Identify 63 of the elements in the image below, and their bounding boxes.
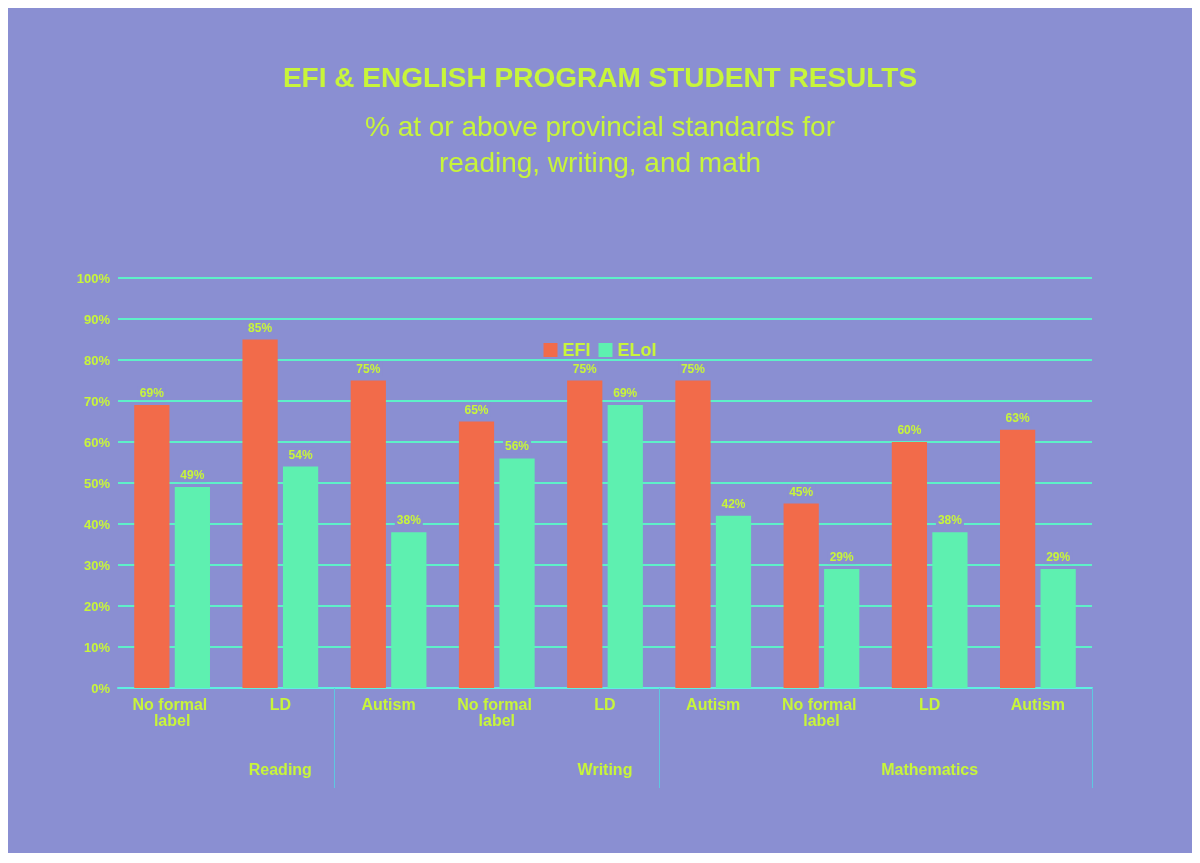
x-tick-label: No formal label — [781, 695, 862, 729]
x-tick-label: Autism — [1010, 695, 1066, 713]
bar — [824, 569, 860, 688]
bar — [350, 380, 386, 688]
y-tick-label: 20% — [83, 598, 111, 614]
y-tick-label: 30% — [83, 557, 111, 573]
data-label: 85% — [248, 320, 273, 335]
bar — [282, 466, 319, 688]
data-label: 75% — [356, 361, 381, 376]
bar — [1000, 429, 1036, 688]
data-label: 29% — [1046, 550, 1071, 565]
x-tick-label: No formal label — [132, 695, 212, 729]
bar — [458, 421, 495, 688]
x-tick-label: LD — [269, 695, 291, 713]
data-label: 29% — [829, 550, 855, 565]
data-label: 60% — [897, 423, 922, 437]
chart-title: EFI & ENGLISH PROGRAM STUDENT RESULTS — [282, 61, 918, 93]
legend-label: ELoI — [617, 340, 657, 360]
bar — [1040, 569, 1076, 688]
y-tick-label: 0% — [91, 680, 111, 696]
bar — [174, 487, 210, 688]
x-tick-label: Autism — [361, 695, 416, 713]
data-label: 42% — [721, 496, 746, 511]
bar — [932, 532, 968, 688]
data-label: 75% — [572, 361, 598, 376]
bar — [891, 442, 928, 688]
x-tick-label: Autism — [686, 695, 741, 713]
text: Mathematics — [881, 760, 979, 778]
data-label: 38% — [937, 513, 963, 528]
bar — [675, 380, 711, 688]
y-tick-label: 10% — [83, 639, 111, 655]
bar — [242, 339, 278, 688]
bar — [134, 405, 170, 688]
x-tick-label: LD — [919, 695, 941, 713]
bar — [391, 532, 427, 688]
y-tick-label: 40% — [83, 516, 111, 532]
y-tick-label: 50% — [83, 475, 111, 491]
x-tick-label: LD — [594, 695, 616, 713]
bar — [783, 503, 819, 688]
chart-subtitle: % at or above provincial standards for reading, writing, and math — [364, 110, 836, 178]
y-tick-label: 100% — [76, 270, 111, 286]
data-label: 56% — [505, 439, 530, 454]
bar — [715, 515, 752, 688]
y-tick-label: 80% — [83, 352, 111, 368]
legend-label: EFI — [562, 340, 591, 360]
bar — [607, 405, 643, 688]
y-tick-label: 60% — [83, 434, 111, 450]
data-label: 75% — [680, 361, 706, 376]
y-tick-label: 90% — [83, 311, 111, 327]
text: Reading — [248, 760, 312, 778]
data-label: 69% — [613, 386, 638, 401]
data-label: 54% — [288, 447, 313, 462]
data-label: 65% — [464, 402, 489, 417]
data-label: 49% — [180, 468, 205, 483]
x-tick-label: No formal label — [457, 695, 537, 729]
data-label: 38% — [396, 513, 422, 528]
y-tick-label: 70% — [83, 393, 111, 409]
bar — [567, 380, 603, 688]
data-label: 69% — [139, 386, 165, 401]
data-label: 63% — [1005, 410, 1030, 425]
text: Writing — [577, 760, 633, 778]
bar — [499, 458, 535, 688]
data-label: 45% — [789, 484, 814, 499]
